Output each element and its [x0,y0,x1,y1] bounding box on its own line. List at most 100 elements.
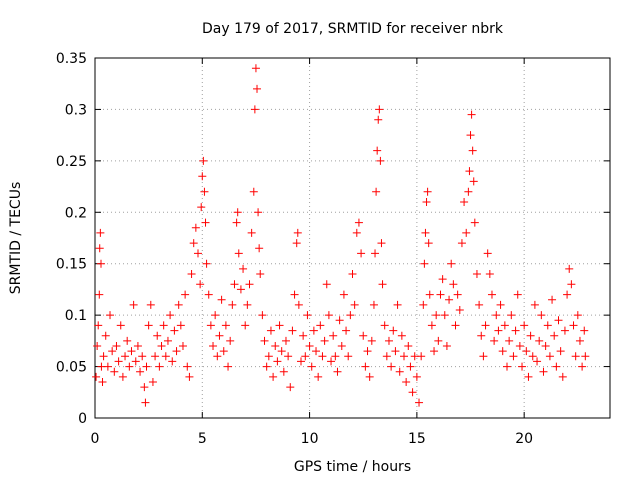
data-point [239,264,248,273]
data-point [114,357,123,366]
data-point [367,336,376,345]
data-point [530,300,539,309]
data-point [213,352,222,361]
data-point [363,347,372,356]
data-point [292,239,301,248]
data-point [412,372,421,381]
x-tick-label: 0 [91,431,100,447]
data-point [567,280,576,289]
data-point [543,321,552,330]
data-point [215,331,224,340]
data-point [116,321,125,330]
data-point [219,347,228,356]
y-tick-label: 0.15 [56,257,87,273]
data-point [151,352,160,361]
data-point [420,259,429,268]
data-point [507,311,516,320]
data-point [400,352,408,361]
data-point [183,362,192,371]
data-point [451,321,460,330]
data-point [305,342,314,350]
data-point [161,352,170,361]
data-point [194,249,202,258]
data-point [125,362,134,371]
data-point [440,311,449,320]
data-point [249,187,258,196]
data-point [569,321,578,330]
data-point [481,321,490,330]
data-point [494,326,503,335]
data-point [110,367,119,376]
data-point [575,336,584,345]
data-point [468,146,477,155]
y-tick-label: 0.3 [65,102,87,118]
x-tick-label: 5 [198,431,207,447]
data-point [226,336,235,345]
data-point [505,336,514,345]
data-point [279,367,288,376]
data-point [232,218,241,227]
data-point [580,326,589,335]
data-point [466,131,475,140]
data-point [264,352,273,361]
data-point [217,295,226,304]
data-point [206,321,215,330]
data-point [142,362,151,371]
data-point [513,290,522,299]
data-point [453,290,462,299]
data-point [241,321,250,330]
data-point [563,290,572,299]
data-point [189,239,198,248]
data-point [369,300,378,309]
data-point [438,275,447,284]
plot-frame [94,57,611,419]
data-point [442,342,451,350]
data-point [423,187,432,196]
data-point [303,311,312,320]
data-point [253,84,262,93]
data-point [520,321,529,330]
data-point [176,321,185,330]
data-point [436,290,445,299]
data-point [427,321,436,330]
data-point [129,300,138,309]
data-point [155,362,164,371]
data-point [361,362,370,371]
data-point [209,342,218,350]
y-tick-label: 0.05 [56,360,87,376]
data-point [95,244,104,253]
data-point [526,331,535,340]
data-point [492,311,501,320]
data-point [284,352,293,361]
data-point [541,342,550,350]
data-point [483,249,492,258]
data-point [393,300,402,309]
data-point [157,342,166,350]
data-point [329,331,338,340]
data-point [425,290,434,299]
data-point [174,300,183,309]
data-point [254,208,263,217]
data-point [318,352,327,361]
x-tick-label: 20 [515,431,533,447]
data-point [144,321,153,330]
data-point [384,336,393,345]
data-point [477,331,486,340]
data-point [172,347,181,356]
data-point [294,300,303,309]
data-point [578,362,587,371]
data-point [339,290,348,299]
data-point [168,357,177,366]
data-point [236,285,245,294]
data-point [148,378,157,386]
data-point [106,311,115,320]
data-point [123,336,132,345]
x-tick-label: 15 [408,431,426,447]
y-axis-label: SRMTID / TECUs [8,182,24,295]
data-point [524,372,533,381]
data-point [118,372,127,381]
data-point [465,167,474,176]
data-point [92,372,101,381]
data-point [181,290,190,299]
